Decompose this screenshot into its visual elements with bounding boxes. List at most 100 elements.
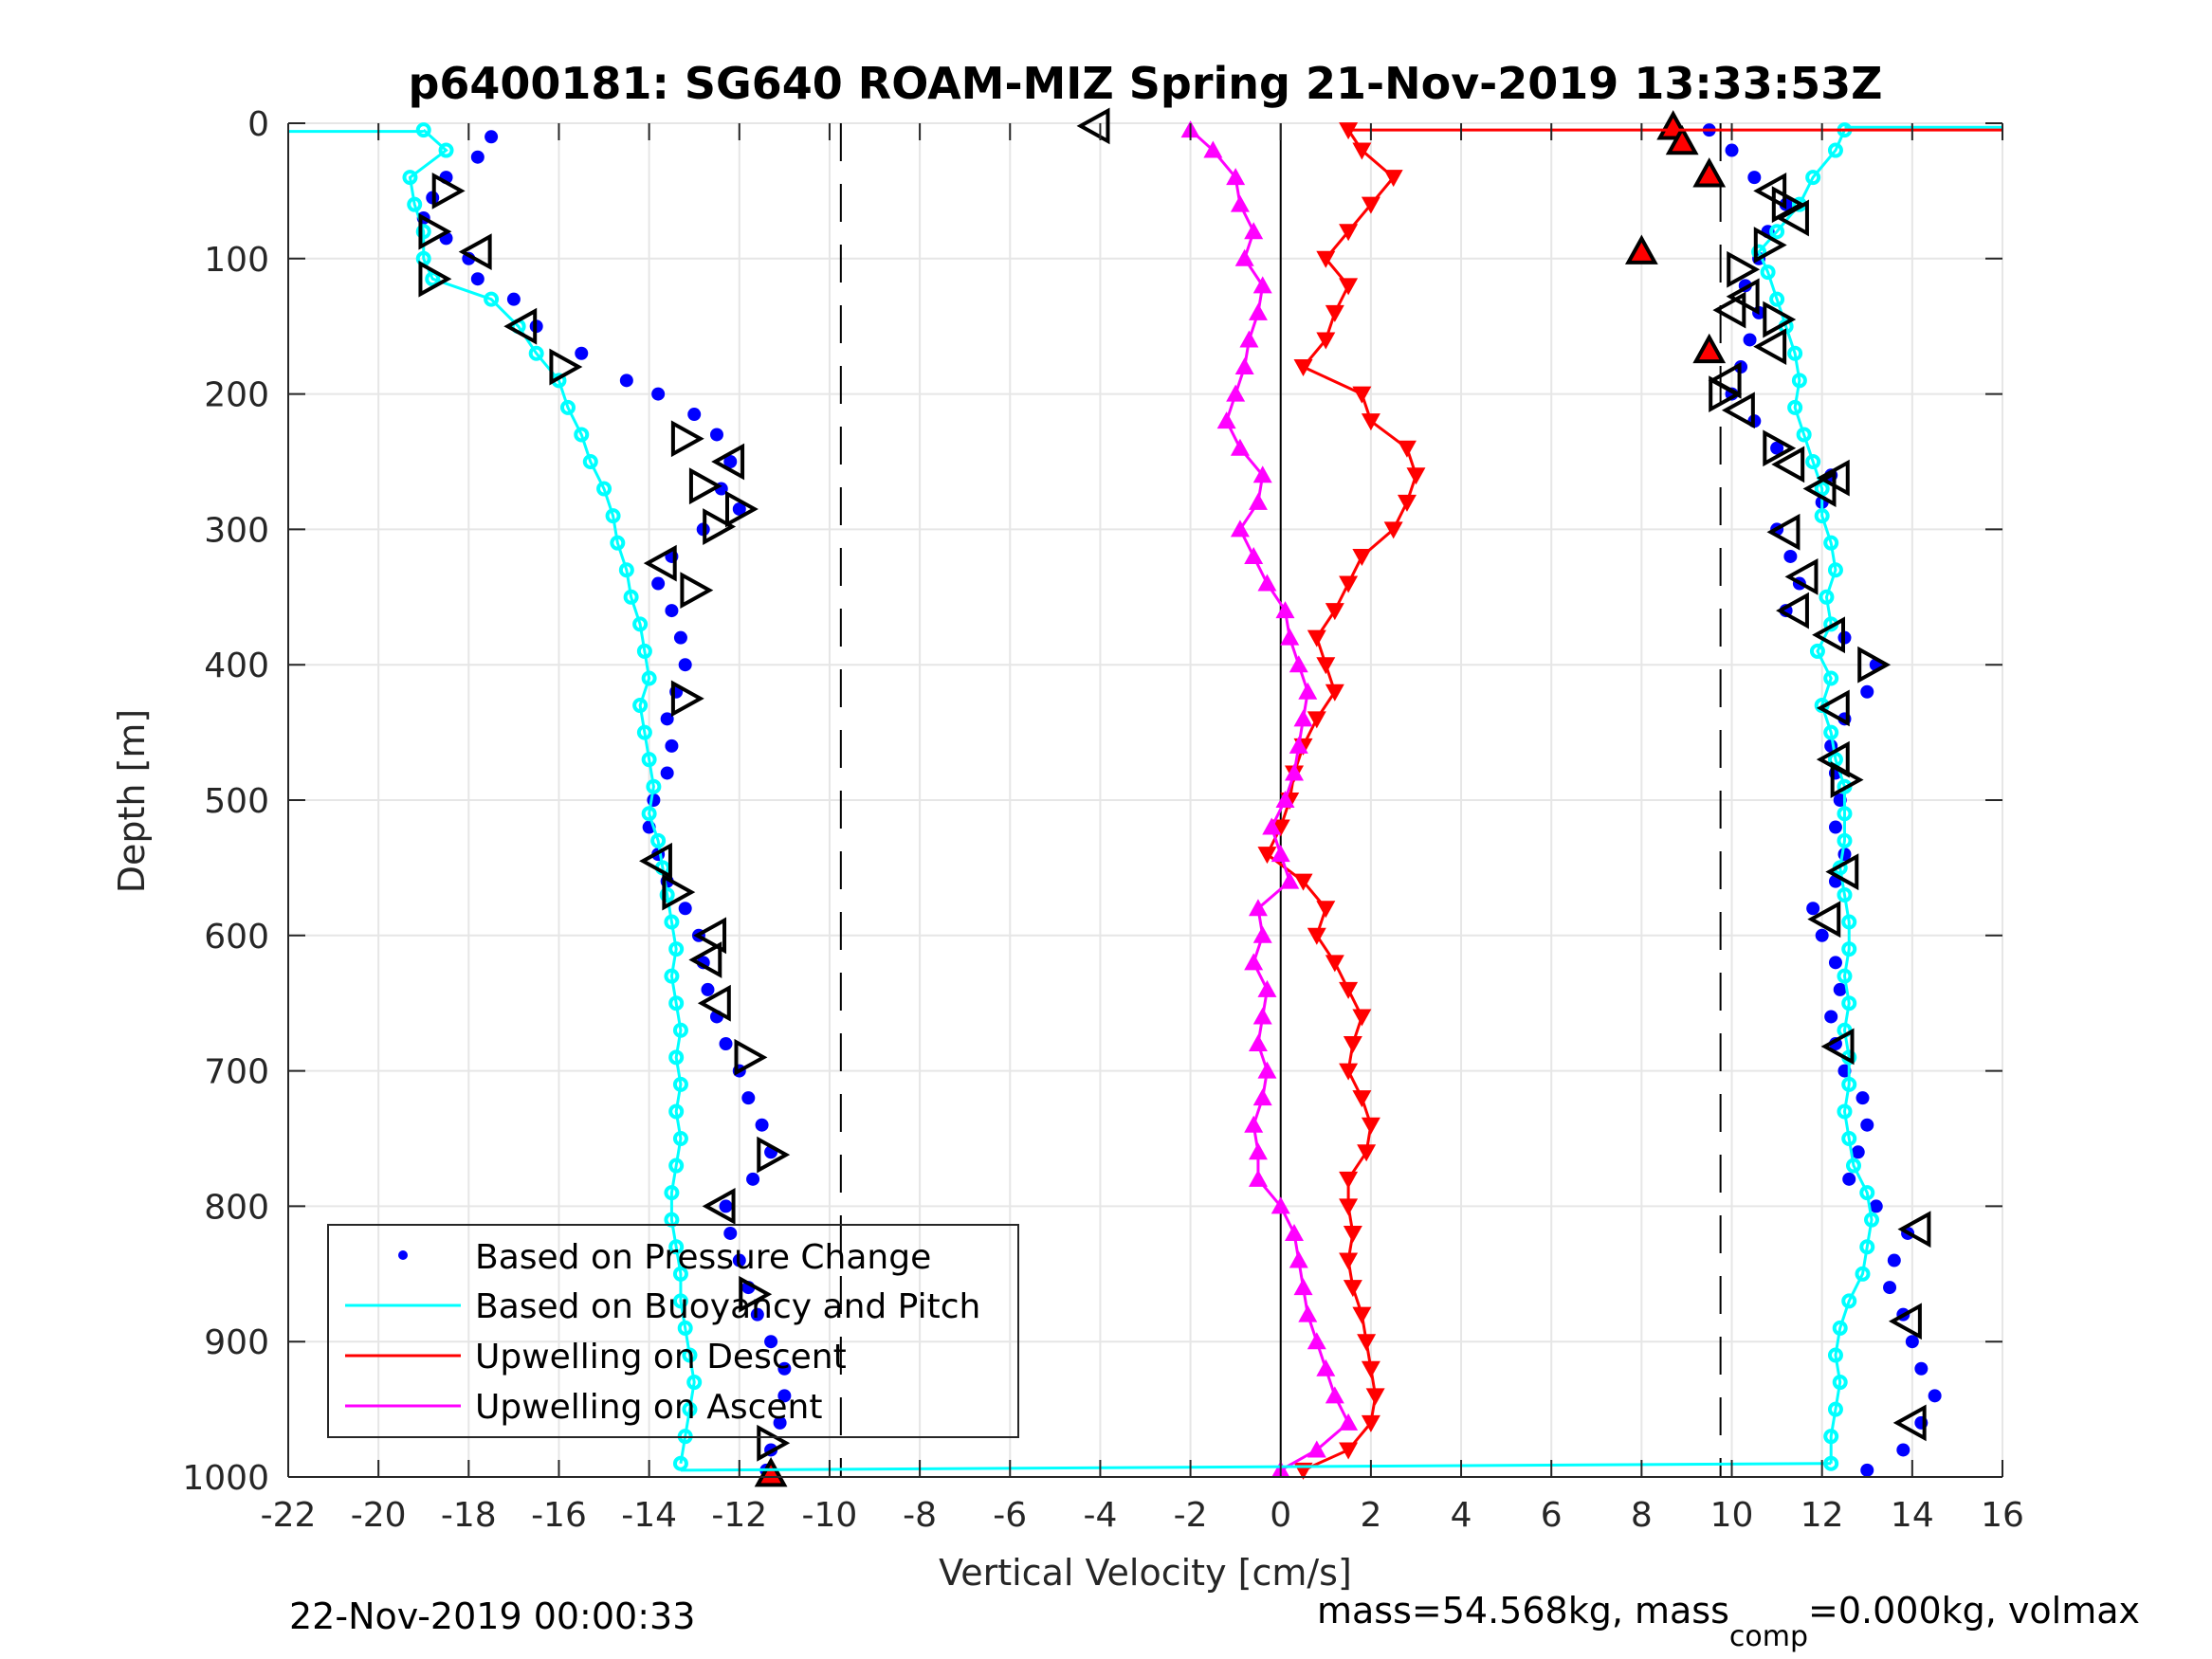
data-point [1271, 845, 1290, 863]
open-triangle-marker [680, 572, 714, 610]
data-point [1361, 1360, 1380, 1378]
data-point [1257, 979, 1277, 997]
data-point [1827, 142, 1843, 158]
x-tick-label: -2 [1174, 1496, 1208, 1535]
data-point [673, 630, 687, 645]
data-point [484, 130, 499, 144]
data-point [1257, 1061, 1277, 1079]
data-point [664, 914, 680, 930]
data-point [1856, 1091, 1870, 1105]
data-point [1289, 655, 1308, 673]
data-point [1357, 1334, 1377, 1352]
data-point [1339, 1413, 1359, 1431]
data-point [651, 576, 666, 591]
data-point [1244, 222, 1264, 240]
data-point [1783, 549, 1798, 563]
data-point [1837, 1103, 1853, 1120]
data-point [1869, 1199, 1883, 1213]
open-triangle-marker [1784, 557, 1819, 595]
data-point [1796, 427, 1812, 443]
data-point [1841, 1131, 1857, 1146]
data-point [646, 778, 662, 794]
filled-triangle-marker [1665, 124, 1699, 155]
data-point [1252, 925, 1272, 943]
data-point [732, 501, 746, 516]
open-triangle-marker [1753, 227, 1787, 264]
data-point [1806, 902, 1820, 916]
data-point [672, 1076, 688, 1092]
open-triangle-marker [697, 984, 731, 1022]
x-tick-label: 2 [1360, 1496, 1381, 1535]
data-point [1828, 956, 1842, 970]
series-6 [418, 173, 791, 1462]
data-point [668, 941, 685, 957]
y-axis-label: Depth [m] [111, 709, 153, 894]
data-point [755, 1118, 769, 1132]
data-point [1824, 1010, 1838, 1024]
open-triangle-marker [1857, 646, 1892, 684]
data-point [636, 724, 652, 740]
data-point [1252, 465, 1272, 483]
data-point [1827, 1347, 1843, 1363]
data-point [1883, 1281, 1897, 1295]
data-point [723, 455, 738, 468]
data-point [1289, 736, 1308, 754]
data-point [1841, 1076, 1857, 1092]
open-triangle-marker [1892, 1404, 1927, 1442]
data-point [650, 832, 667, 848]
data-point [1905, 1335, 1919, 1349]
open-triangle-marker [458, 233, 492, 271]
open-triangle-marker [703, 508, 737, 545]
data-point [1316, 657, 1336, 675]
data-point [746, 1172, 760, 1186]
data-point [596, 481, 612, 497]
open-triangle-marker [688, 941, 722, 978]
data-point [1352, 1090, 1372, 1108]
data-point [732, 1253, 746, 1267]
data-point [1787, 399, 1803, 415]
data-point [1833, 982, 1847, 996]
data-point [1339, 1442, 1359, 1460]
y-tick-label: 700 [204, 1053, 269, 1092]
data-point [1230, 194, 1250, 212]
plot-area [288, 107, 2002, 1487]
data-point [1837, 832, 1853, 848]
data-point [1769, 291, 1785, 307]
data-point [1914, 1361, 1929, 1376]
data-point [665, 738, 679, 753]
x-tick-label: 14 [1891, 1496, 1934, 1535]
open-triangle-marker [670, 680, 704, 718]
data-point [1298, 682, 1318, 700]
y-tick-label: 200 [204, 376, 269, 415]
data-point [1244, 953, 1264, 971]
data-point [1325, 603, 1344, 621]
data-point [574, 427, 590, 443]
data-point [1864, 1212, 1880, 1228]
data-point [1855, 1266, 1871, 1282]
data-point [1397, 440, 1417, 458]
open-triangle-marker [431, 173, 466, 210]
x-tick-label: -16 [531, 1496, 587, 1535]
data-point [470, 272, 484, 286]
data-point [1823, 1429, 1839, 1445]
data-point [1828, 820, 1842, 834]
filled-triangle-marker [1692, 333, 1727, 364]
series-5 [1180, 120, 1359, 1478]
data-point [682, 1347, 698, 1363]
series-4 [1257, 122, 1426, 1480]
data-point [1823, 670, 1839, 686]
y-tick-label: 600 [204, 918, 269, 957]
data-point [1859, 1185, 1875, 1201]
data-point [1252, 276, 1272, 294]
data-point [1271, 819, 1290, 837]
data-point [1339, 575, 1359, 593]
x-tick-label: 4 [1451, 1496, 1472, 1535]
data-point [605, 508, 621, 524]
x-tick-label: -8 [903, 1496, 937, 1535]
data-point [672, 1266, 688, 1282]
open-triangle-marker [1763, 301, 1797, 338]
series-3 [1751, 122, 1880, 1471]
data-point [1851, 1145, 1865, 1159]
data-point [1397, 494, 1417, 512]
data-point [1234, 248, 1254, 266]
